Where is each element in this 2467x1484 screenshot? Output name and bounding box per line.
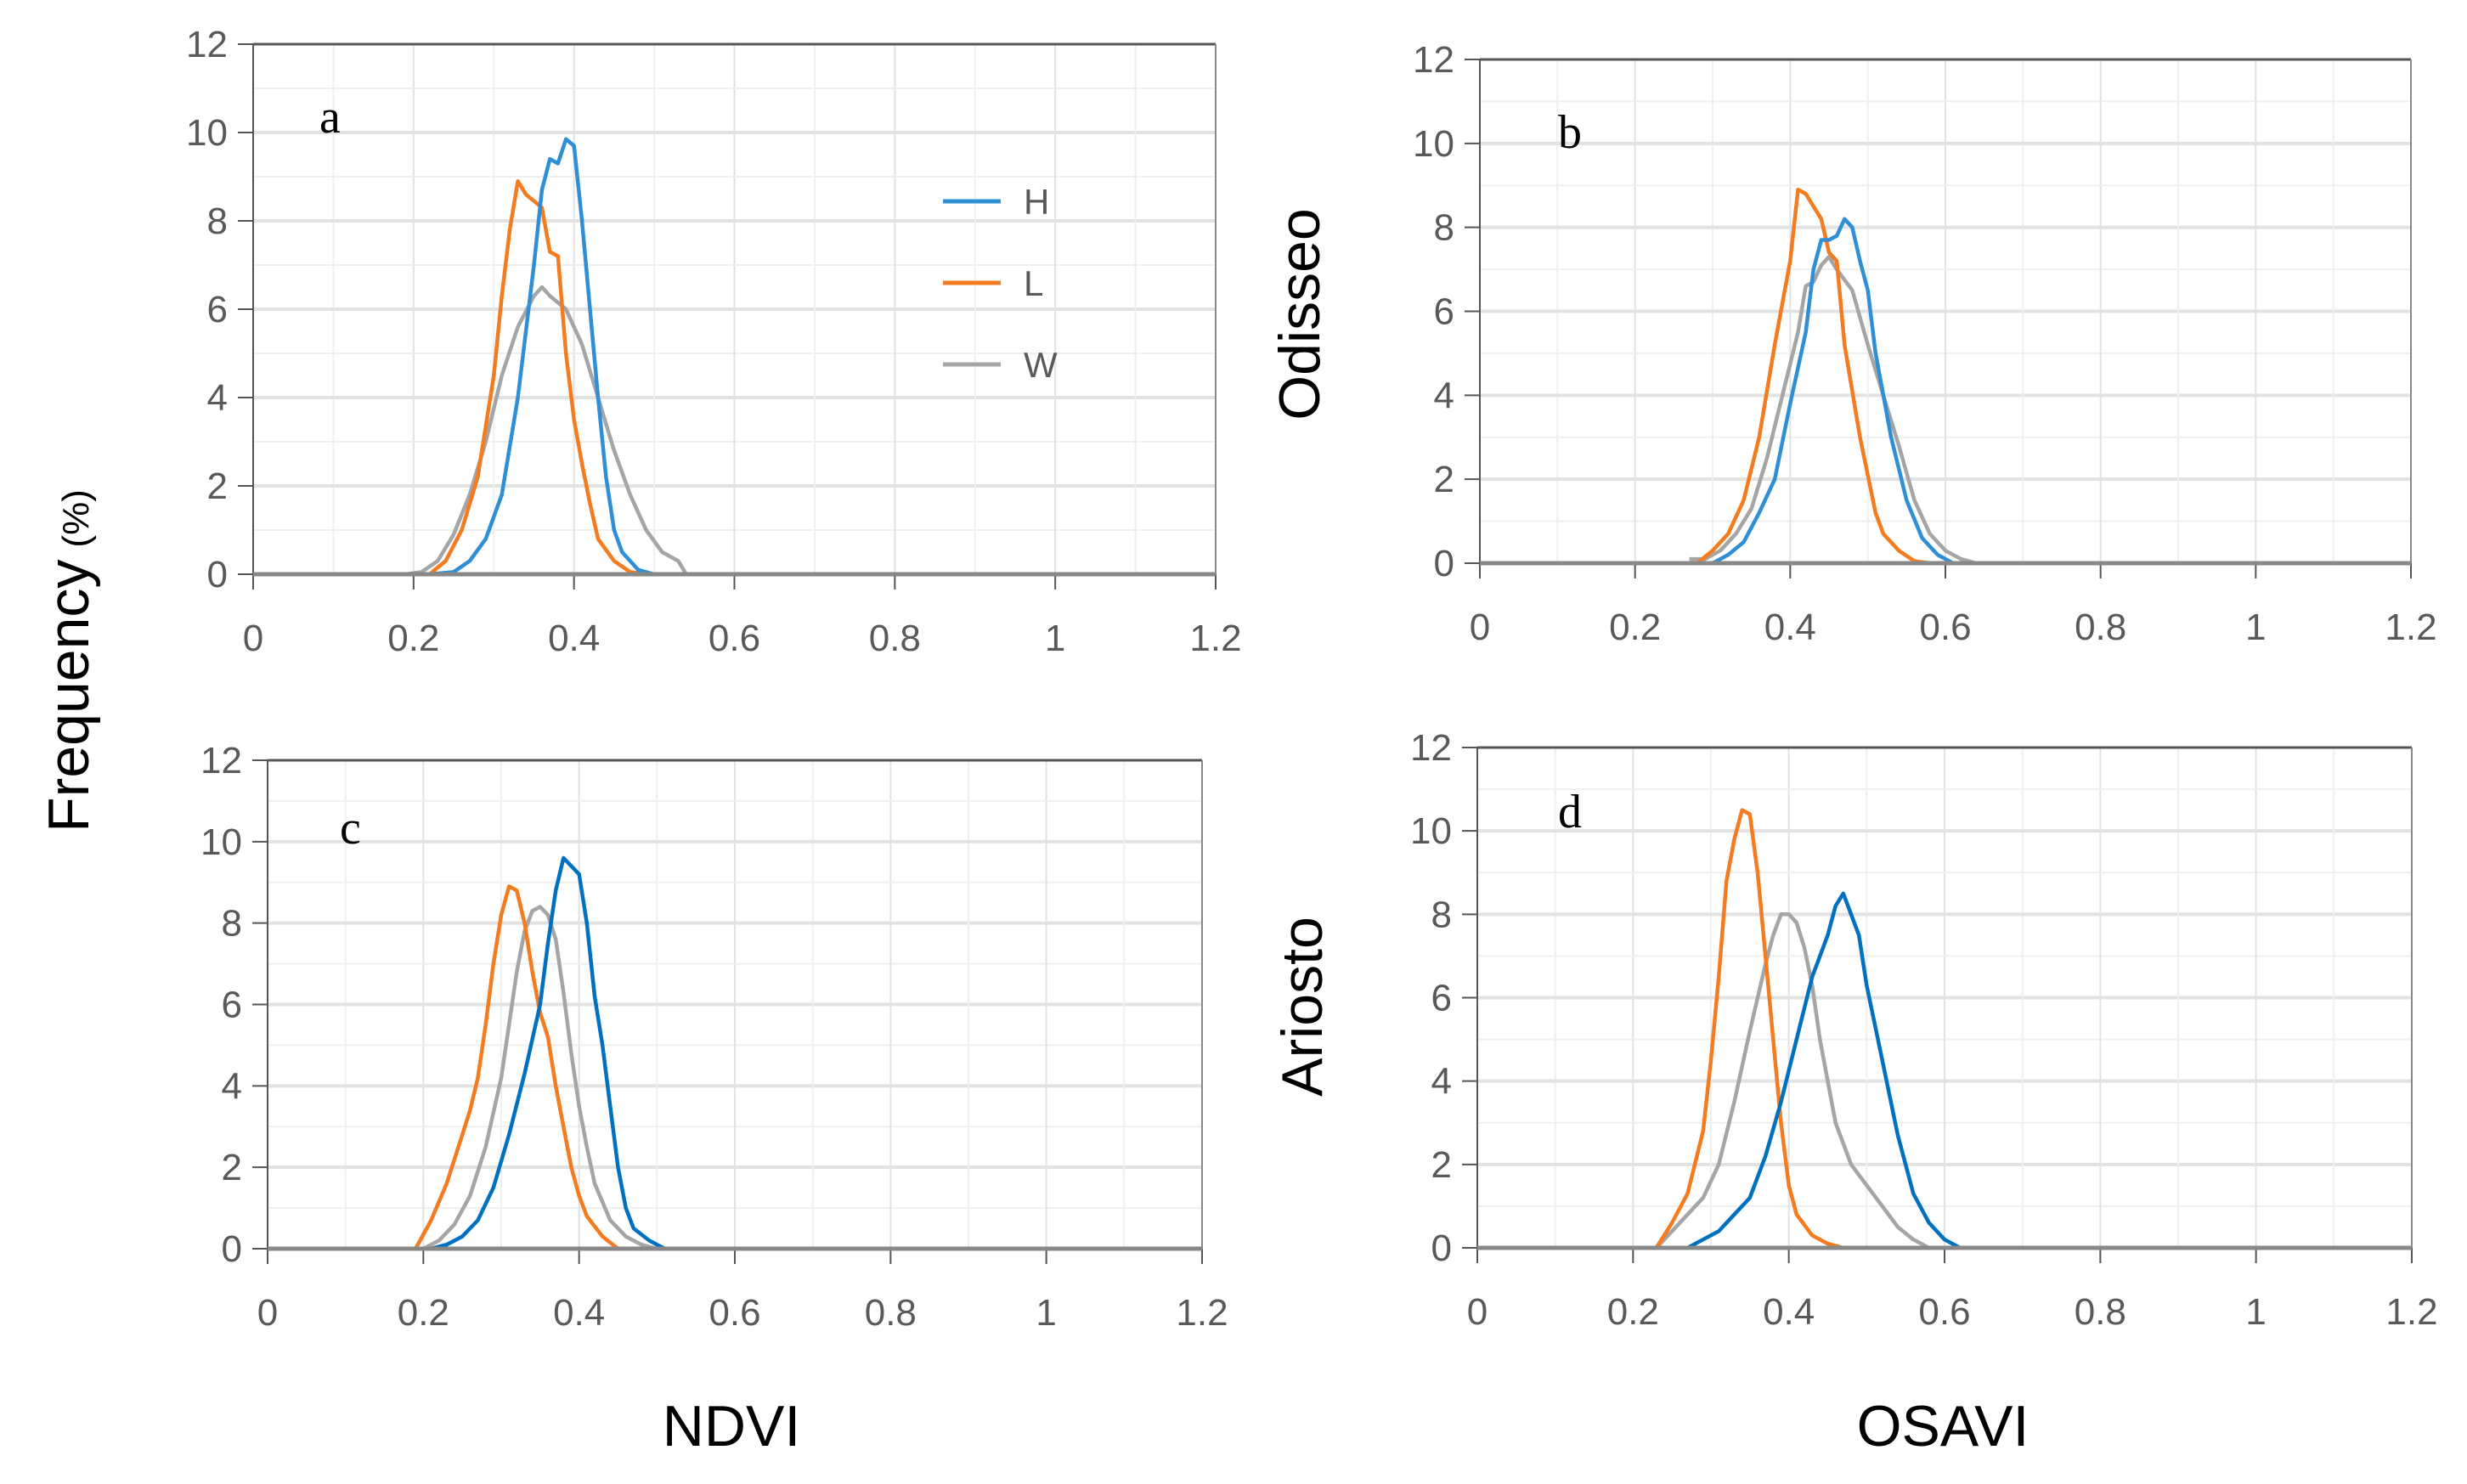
y-tick-label: 6: [1434, 291, 1454, 333]
x-axis-title-ndvi: NDVI: [663, 1394, 800, 1459]
y-tick-label: 10: [1413, 123, 1454, 165]
y-tick-label: 0: [1434, 543, 1454, 584]
y-tick-label: 4: [222, 1065, 242, 1107]
x-tick-label: 0.6: [708, 1292, 760, 1334]
legend: H L W: [943, 182, 1058, 385]
y-tick-label: 12: [1410, 727, 1452, 769]
x-tick-label: 1: [1045, 618, 1065, 659]
series-line-W: [1655, 912, 1930, 1250]
panel-letter: d: [1558, 786, 1582, 838]
x-tick-label: 0: [1467, 1291, 1488, 1333]
series-line-H: [1711, 217, 1955, 565]
y-tick-label: 10: [200, 821, 242, 863]
x-tick-label: 0: [257, 1292, 278, 1334]
panel-letter: b: [1558, 106, 1582, 159]
x-tick-label: 0.6: [1919, 607, 1971, 648]
series-line-W: [405, 285, 688, 577]
y-tick-label: 12: [200, 740, 242, 781]
x-tick-label: 0.8: [869, 618, 921, 659]
series-line-W: [1689, 255, 1978, 566]
x-tick-label: 0.2: [398, 1292, 449, 1334]
y-tick-label: 12: [1413, 39, 1454, 81]
x-tick-label: 1: [1036, 1292, 1056, 1334]
legend-label-H: H: [1024, 182, 1049, 222]
legend-label-W: W: [1024, 345, 1058, 385]
x-tick-label: 0.4: [1764, 607, 1816, 648]
x-tick-label: 0.8: [865, 1292, 917, 1334]
y-tick-label: 4: [1434, 375, 1454, 416]
y-axis-title: Frequency (%): [37, 489, 101, 832]
series-line-L: [1654, 808, 1844, 1250]
y-tick-label: 0: [207, 554, 228, 595]
panel-b: 0 2 4 6 8 10 12 0 0.2 0.4 0.6 0.8 1 1.2 b: [1413, 39, 2437, 648]
y-tick-label: 8: [222, 903, 242, 945]
x-tick-label: 0.2: [1609, 607, 1661, 648]
y-tick-label: 4: [1431, 1061, 1452, 1103]
y-tick-label: 0: [1431, 1227, 1452, 1269]
y-axis-title-unit: (%): [55, 489, 97, 547]
series-line-H: [429, 137, 655, 577]
x-tick-label: 1: [2245, 607, 2266, 648]
panel-letter: c: [340, 802, 361, 855]
series-line-L: [414, 884, 619, 1250]
x-tick-label: 1.2: [2385, 607, 2436, 648]
row-label-odisseo: Odisseo: [1267, 208, 1332, 420]
x-tick-label: 0.8: [2075, 607, 2126, 648]
y-axis-title-main: Frequency: [37, 560, 101, 832]
y-tick-label: 6: [222, 985, 242, 1026]
y-tick-label: 12: [186, 24, 228, 65]
y-tick-label: 2: [1431, 1144, 1452, 1186]
panel-letter: a: [319, 91, 341, 144]
series-line-L: [1696, 187, 1931, 566]
series-line-H: [1686, 891, 1962, 1250]
x-tick-label: 0: [243, 618, 263, 659]
x-tick-label: 1.2: [1176, 1292, 1228, 1334]
x-tick-label: 1.2: [1189, 618, 1241, 659]
x-tick-label: 0: [1470, 607, 1490, 648]
y-tick-label: 10: [1410, 810, 1452, 852]
x-tick-label: 0.6: [708, 618, 760, 659]
y-tick-label: 6: [1431, 978, 1452, 1019]
panel-c: 0 2 4 6 8 10 12 0 0.2 0.4 0.6 0.8 1 1.2 c: [200, 740, 1228, 1334]
x-tick-label: 0.2: [387, 618, 439, 659]
x-tick-label: 0.4: [1763, 1291, 1815, 1333]
y-tick-label: 2: [1434, 459, 1454, 500]
y-tick-label: 4: [207, 377, 228, 419]
series-line-W: [422, 905, 658, 1251]
y-tick-label: 2: [222, 1147, 242, 1188]
x-tick-label: 0.8: [2075, 1291, 2126, 1333]
x-tick-label: 0.2: [1607, 1291, 1659, 1333]
row-label-ariosto: Ariosto: [1270, 917, 1335, 1097]
y-tick-label: 8: [207, 200, 228, 242]
x-tick-label: 0.4: [548, 618, 600, 659]
panel-d: 0 2 4 6 8 10 12 0 0.2 0.4 0.6 0.8 1 1.2 d: [1410, 727, 2438, 1333]
y-tick-label: 8: [1431, 894, 1452, 935]
y-tick-label: 10: [186, 112, 228, 154]
x-tick-label: 0.4: [553, 1292, 605, 1334]
y-tick-label: 0: [222, 1228, 242, 1270]
x-axis-title-osavi: OSAVI: [1857, 1394, 2029, 1459]
legend-label-L: L: [1024, 263, 1043, 303]
x-tick-label: 1: [2245, 1291, 2266, 1333]
panel-a: 0 2 4 6 8 10 12 0 0.2 0.4 0.6 0.8 1 1.2 a H L W: [186, 24, 1242, 659]
series-line-L: [428, 178, 646, 577]
y-tick-label: 2: [207, 466, 228, 507]
x-tick-label: 1.2: [2385, 1291, 2437, 1333]
y-tick-label: 8: [1434, 207, 1454, 249]
x-tick-label: 0.6: [1918, 1291, 1970, 1333]
y-tick-label: 6: [207, 289, 228, 330]
series-line-H: [430, 855, 666, 1251]
